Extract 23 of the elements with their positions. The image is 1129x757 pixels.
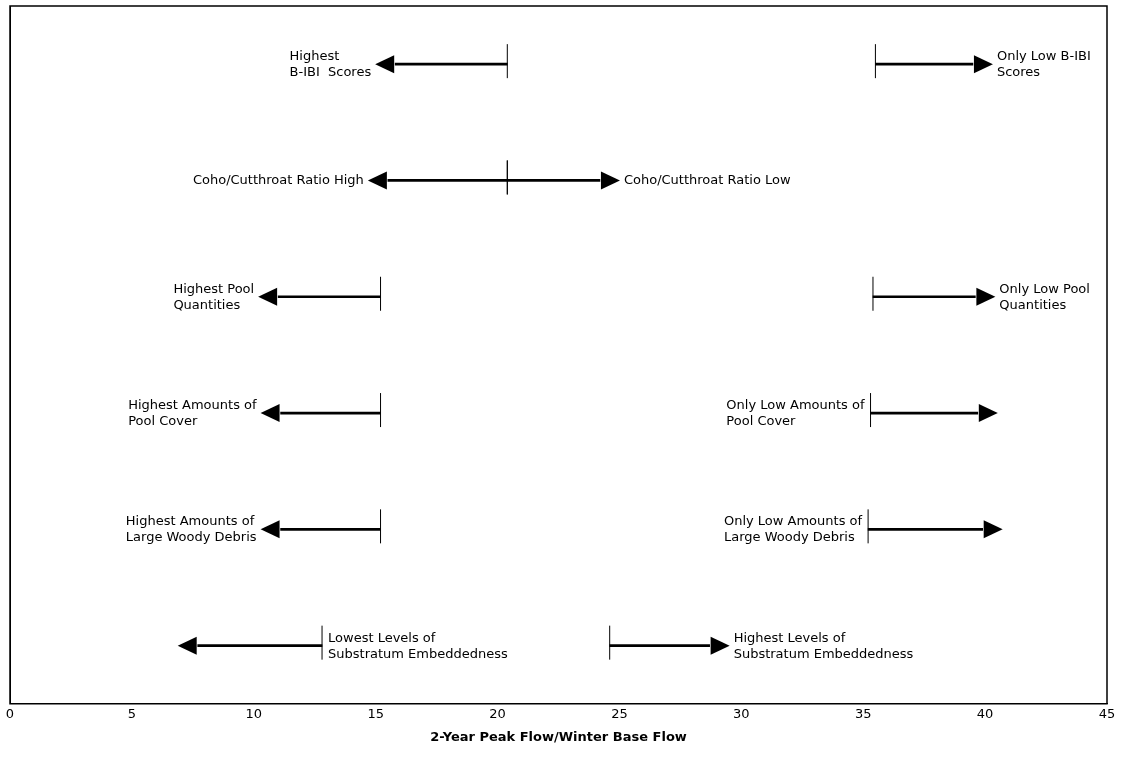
x-tick-label: 40 [976,705,994,721]
data-label: Highest Amounts of Pool Cover [128,397,257,430]
x-tick-label: 0 [5,705,15,721]
x-axis-title: 2-Year Peak Flow/Winter Base Flow [430,728,687,744]
data-label: Highest Amounts of Large Woody Debris [125,513,257,546]
data-label: Only Low Amounts of Large Woody Debris [723,513,863,546]
x-tick-label: 35 [854,705,872,721]
data-label: Lowest Levels of Substratum Embeddedness [328,629,508,662]
x-tick-label: 30 [733,705,750,721]
data-label: Highest Levels of Substratum Embeddedness [733,629,914,662]
data-label: Coho/Cutthroat Ratio High [192,172,364,189]
data-label: Only Low B-IBI Scores [996,48,1091,81]
data-label: Highest Pool Quantities [173,280,255,313]
data-label: Coho/Cutthroat Ratio Low [623,172,791,189]
data-label: Only Low Pool Quantities [999,280,1090,313]
data-label: Highest B-IBI Scores [289,48,372,81]
x-tick-label: 10 [245,705,263,721]
x-tick-label: 5 [127,705,137,721]
data-label: Only Low Amounts of Pool Cover [726,397,865,430]
x-tick-label: 45 [1098,705,1116,721]
x-tick-label: 25 [611,705,628,721]
x-tick-label: 20 [489,705,506,721]
x-tick-label: 15 [367,705,384,721]
